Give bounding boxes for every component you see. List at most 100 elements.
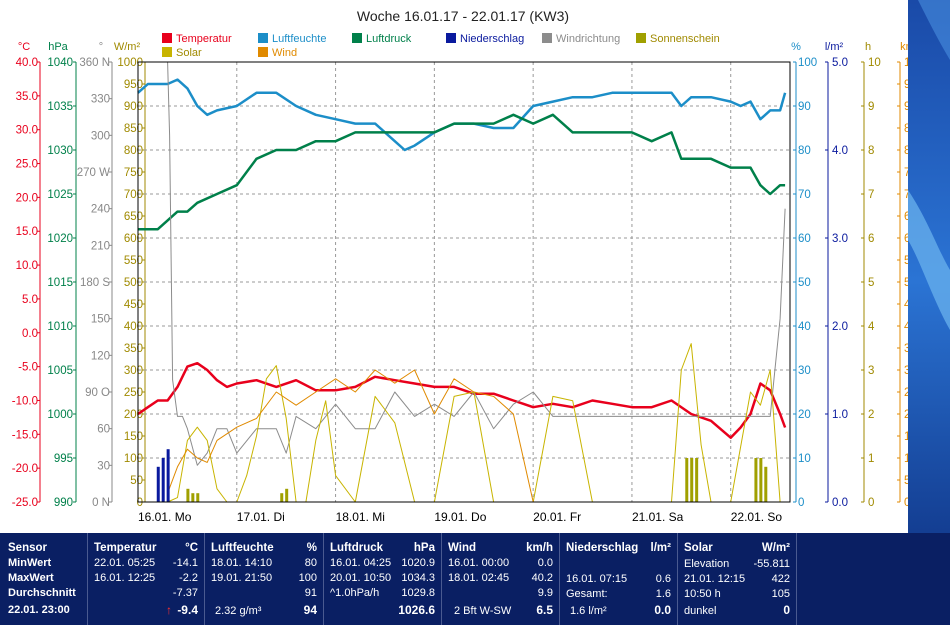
pressure-max-time: 20.01. 10:50 <box>330 572 392 584</box>
bar-niederschlag <box>166 449 170 502</box>
axis-label-temp: -15.0 <box>12 429 38 441</box>
axis-unit-humidity: % <box>791 41 801 53</box>
weather-chart: Woche 16.01.17 - 22.01.17 (KW3) Temperat… <box>0 0 950 533</box>
axis-label-direction: 210 <box>91 240 110 252</box>
plot-frame <box>137 61 791 503</box>
temperature-header: Temperatur <box>94 542 157 554</box>
legend-label-3: Niederschlag <box>460 33 524 45</box>
temperature-min-time: 22.01. 05:25 <box>94 557 156 569</box>
axis-unit-rain: l/m² <box>825 41 844 53</box>
precipitation-current: 0.0 <box>654 603 671 617</box>
axis-label-pressure: 1035 <box>47 101 73 113</box>
axis-label-pressure: 995 <box>54 453 73 465</box>
current-timestamp: 22.01. 23:00 <box>8 604 70 616</box>
axis-label-sunshine: 6 <box>868 233 874 245</box>
axis-label-wind: 20.0 <box>904 409 926 421</box>
wind-max-time: 18.01. 02:45 <box>448 572 510 584</box>
axis-label-pressure: 1040 <box>47 57 73 69</box>
series-line-temperatur <box>137 361 787 439</box>
axis-label-wind: 45.0 <box>904 299 926 311</box>
axis-label-solar: 200 <box>124 409 143 421</box>
axis-label-sunshine: 8 <box>868 145 874 157</box>
x-tick-label: 18.01. Mi <box>336 510 385 524</box>
axis-label-rain: 1.0 <box>832 409 848 421</box>
axis-label-wind: 0.0 <box>904 497 920 509</box>
axis-label-solar: 300 <box>124 365 143 377</box>
bar-niederschlag <box>161 458 165 502</box>
axis-label-direction: 240 <box>91 204 110 216</box>
axis-label-temp: 5.0 <box>22 294 38 306</box>
pressure-column: Luftdruck hPa 16.01. 04:25 1020.9 20.01.… <box>324 533 442 625</box>
axis-label-wind: 85.0 <box>904 123 926 135</box>
x-tick-label: 17.01. Di <box>237 510 285 524</box>
axis-label-direction: 150 <box>91 314 110 326</box>
humidity-unit: % <box>306 542 317 554</box>
bar-sonnenschein <box>191 493 195 502</box>
axis-label-wind: 15.0 <box>904 431 926 443</box>
axis-label-direction: 90 O <box>85 387 110 399</box>
humidity-max-value: 100 <box>298 572 317 584</box>
bar-sonnenschein <box>759 458 763 502</box>
wind-average: 9.9 <box>537 587 553 599</box>
axis-label-wind: 75.0 <box>904 167 926 179</box>
axis-label-direction: 270 W <box>77 167 110 179</box>
axis-label-sunshine: 4 <box>868 321 875 333</box>
pressure-average: 1029.8 <box>401 587 435 599</box>
axis-label-sunshine: 5 <box>868 277 874 289</box>
sunshine-hours: 10:50 h <box>684 588 721 600</box>
axis-label-wind: 10.0 <box>904 453 926 465</box>
precipitation-unit: l/m² <box>650 542 671 554</box>
axis-unit-solar: W/m² <box>114 41 141 53</box>
x-tick-label: 21.01. Sa <box>632 510 684 524</box>
axis-unit-wind: km/h <box>900 41 924 53</box>
legend-swatch-6 <box>162 47 172 57</box>
legend-swatch-2 <box>352 33 362 43</box>
legend-swatch-0 <box>162 33 172 43</box>
bar-sonnenschein <box>695 458 699 502</box>
axis-label-solar: 800 <box>124 145 143 157</box>
pressure-unit: hPa <box>413 542 435 554</box>
axis-label-wind: 35.0 <box>904 343 926 355</box>
chart-title: Woche 16.01.17 - 22.01.17 (KW3) <box>357 8 569 24</box>
wind-min-value: 0.0 <box>537 557 553 569</box>
wind-header: Wind <box>448 542 476 554</box>
axis-label-wind: 55.0 <box>904 255 926 267</box>
axis-label-rain: 0.0 <box>832 497 848 509</box>
pressure-max-value: 1034.3 <box>401 572 435 584</box>
axis-label-solar: 0 <box>137 497 143 509</box>
bar-sonnenschein <box>685 458 689 502</box>
axis-label-solar: 400 <box>124 321 143 333</box>
axis-label-humidity: 20 <box>798 409 811 421</box>
legend-swatch-1 <box>258 33 268 43</box>
statistics-panel: Sensor MinWert MaxWert Durchschnitt 22.0… <box>0 533 950 625</box>
axis-label-temp: 10.0 <box>16 260 38 272</box>
bar-sonnenschein <box>196 493 200 502</box>
axis-label-humidity: 70 <box>798 189 811 201</box>
axis-label-sunshine: 1 <box>868 453 874 465</box>
sunshine-value: 105 <box>771 588 790 600</box>
sensor-header: Sensor <box>8 542 47 554</box>
axis-label-temp: 35.0 <box>16 91 38 103</box>
legend-swatch-5 <box>636 33 646 43</box>
legend-label-2: Luftdruck <box>366 33 412 45</box>
chart-background <box>0 0 950 533</box>
bar-sonnenschein <box>764 466 768 502</box>
precipitation-total-label: Gesamt: <box>566 588 608 600</box>
x-tick-label: 20.01. Fr <box>533 510 581 524</box>
axis-label-sunshine: 10 <box>868 57 881 69</box>
solar-header: Solar <box>684 542 713 554</box>
axis-label-rain: 3.0 <box>832 233 848 245</box>
axis-label-solar: 250 <box>124 387 143 399</box>
axis-unit-direction: ° <box>99 41 103 53</box>
axis-label-humidity: 100 <box>798 57 817 69</box>
legend-label-5: Sonnenschein <box>650 33 720 45</box>
pressure-header: Luftdruck <box>330 542 384 554</box>
axis-label-humidity: 40 <box>798 321 811 333</box>
durchschnitt-label: Durchschnitt <box>8 587 76 599</box>
axis-label-solar: 100 <box>124 453 143 465</box>
axis-label-solar: 1000 <box>117 57 143 69</box>
humidity-min-time: 18.01. 14:10 <box>211 557 273 569</box>
solar-elevation-value: -55.811 <box>753 558 791 570</box>
axis-label-pressure: 1025 <box>47 189 73 201</box>
temperature-current: -9.4 <box>177 603 198 617</box>
